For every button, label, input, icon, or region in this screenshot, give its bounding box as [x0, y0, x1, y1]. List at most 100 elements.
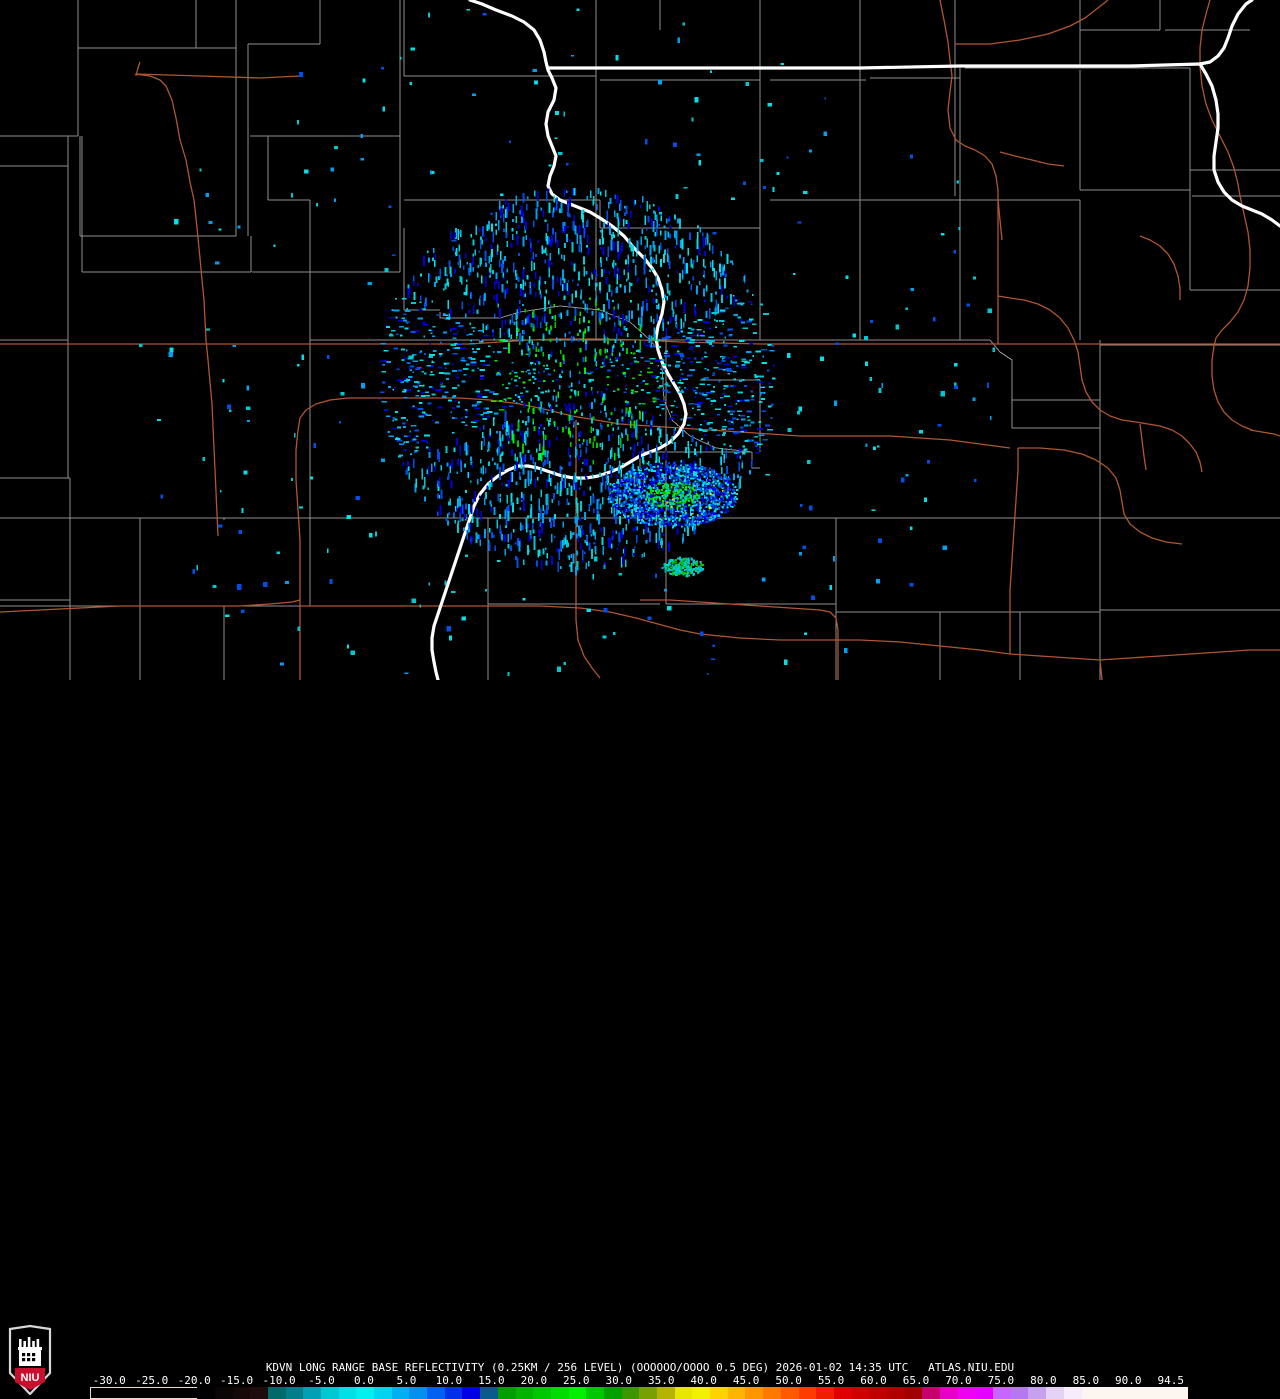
radar-echo-pixel	[605, 277, 608, 284]
radar-echo-pixel	[636, 489, 639, 492]
radar-echo-pixel	[652, 476, 655, 479]
radar-echo-pixel	[530, 247, 532, 252]
radar-echo-pixel	[675, 324, 678, 329]
radar-echo-pixel	[654, 496, 657, 499]
radar-echo-pixel	[735, 492, 738, 496]
radar-echo-pixel	[646, 467, 649, 470]
radar-echo-pixel	[469, 358, 473, 360]
radar-echo-pixel	[689, 572, 692, 575]
radar-echo-pixel	[421, 440, 428, 442]
radar-echo-pixel	[483, 436, 486, 446]
radar-echo-pixel	[697, 402, 704, 404]
radar-echo-pixel	[683, 499, 686, 502]
radar-echo-pixel	[584, 512, 586, 521]
radar-map-canvas[interactable]	[0, 0, 1280, 720]
radar-echo-pixel	[532, 408, 535, 415]
radar-echo-pixel	[674, 400, 676, 403]
radar-echo-pixel	[575, 566, 577, 576]
radar-echo-pixel	[612, 498, 615, 501]
radar-echo-pixel	[478, 329, 483, 332]
radar-echo-pixel	[611, 345, 614, 353]
radar-echo-pixel	[470, 291, 473, 299]
radar-echo-pixel	[421, 392, 424, 395]
radar-echo-pixel	[630, 477, 633, 480]
radar-echo-pixel	[524, 293, 527, 298]
radar-echo-pixel	[526, 275, 529, 280]
radar-echo-pixel	[703, 475, 706, 478]
radar-echo-pixel	[593, 556, 598, 562]
radar-echo-pixel	[641, 306, 643, 317]
radar-echo-pixel	[588, 380, 592, 383]
radar-echo-pixel	[555, 359, 557, 363]
radar-echo-pixel	[591, 311, 594, 316]
radar-echo-pixel	[694, 468, 697, 471]
radar-echo-pixel	[521, 370, 524, 373]
radar-echo-pixel	[697, 507, 700, 510]
radar-echo-pixel	[614, 502, 617, 505]
radar-echo-pixel	[648, 286, 651, 293]
colorbar-segment	[1169, 1387, 1188, 1399]
radar-echo-pixel	[472, 93, 476, 96]
radar-echo-pixel	[705, 505, 708, 508]
radar-echo-pixel	[402, 462, 405, 466]
colorbar-segment	[108, 1387, 127, 1399]
radar-echo-pixel	[741, 358, 747, 361]
radar-echo-pixel	[538, 443, 541, 451]
radar-echo-pixel	[664, 495, 667, 498]
radar-echo-pixel	[380, 391, 385, 394]
radar-echo-pixel	[439, 268, 442, 279]
radar-echo-pixel	[638, 507, 641, 510]
radar-echo-pixel	[636, 526, 639, 531]
radar-echo-pixel	[714, 306, 717, 315]
radar-echo-pixel	[619, 481, 622, 484]
radar-echo-pixel	[608, 542, 610, 548]
radar-echo-pixel	[704, 251, 706, 257]
radar-echo-pixel	[700, 511, 703, 514]
radar-echo-pixel	[607, 246, 610, 258]
radar-echo-pixel	[881, 383, 884, 388]
radar-echo-pixel	[557, 240, 559, 248]
radar-echo-pixel	[502, 347, 508, 350]
radar-echo-pixel	[705, 501, 708, 504]
radar-echo-pixel	[412, 371, 414, 374]
radar-echo-pixel	[699, 470, 702, 473]
radar-echo-pixel	[561, 540, 564, 549]
radar-echo-pixel	[658, 212, 663, 215]
radar-echo-pixel	[457, 228, 460, 240]
radar-echo-pixel	[679, 510, 682, 513]
radar-echo-pixel	[472, 404, 477, 407]
radar-echo-pixel	[759, 381, 764, 384]
radar-echo-pixel	[603, 357, 605, 361]
radar-echo-pixel	[702, 472, 706, 476]
colorbar-segment	[1028, 1387, 1047, 1399]
reflectivity-color-bar[interactable]	[90, 1387, 1188, 1399]
radar-echo-pixel	[710, 390, 715, 393]
radar-echo-pixel	[656, 380, 659, 383]
radar-echo-pixel	[634, 360, 637, 363]
radar-echo-pixel	[529, 364, 532, 367]
radar-echo-pixel	[620, 467, 623, 478]
radar-echo-pixel	[395, 297, 397, 300]
radar-echo-pixel	[557, 500, 560, 506]
radar-echo-pixel	[674, 427, 677, 431]
radar-echo-pixel	[709, 488, 712, 492]
radar-echo-pixel	[575, 478, 578, 483]
radar-echo-pixel	[568, 239, 571, 242]
radar-echo-pixel	[618, 499, 621, 507]
radar-echo-pixel	[718, 482, 721, 485]
radar-echo-pixel	[699, 445, 702, 454]
radar-echo-pixel	[482, 418, 487, 420]
radar-echo-pixel	[406, 389, 411, 391]
radar-echo-pixel	[434, 389, 440, 391]
radar-echo-pixel	[666, 505, 669, 508]
colorbar-tick: -25.0	[135, 1374, 169, 1387]
radar-echo-pixel	[413, 385, 418, 388]
radar-echo-pixel	[687, 475, 690, 478]
radar-echo-pixel	[667, 500, 671, 503]
radar-echo-pixel	[628, 481, 631, 484]
radar-echo-pixel	[443, 363, 447, 365]
radar-echo-pixel	[545, 322, 548, 327]
radar-echo-pixel	[627, 506, 630, 509]
radar-echo-pixel	[638, 504, 642, 507]
radar-echo-pixel	[721, 425, 728, 428]
